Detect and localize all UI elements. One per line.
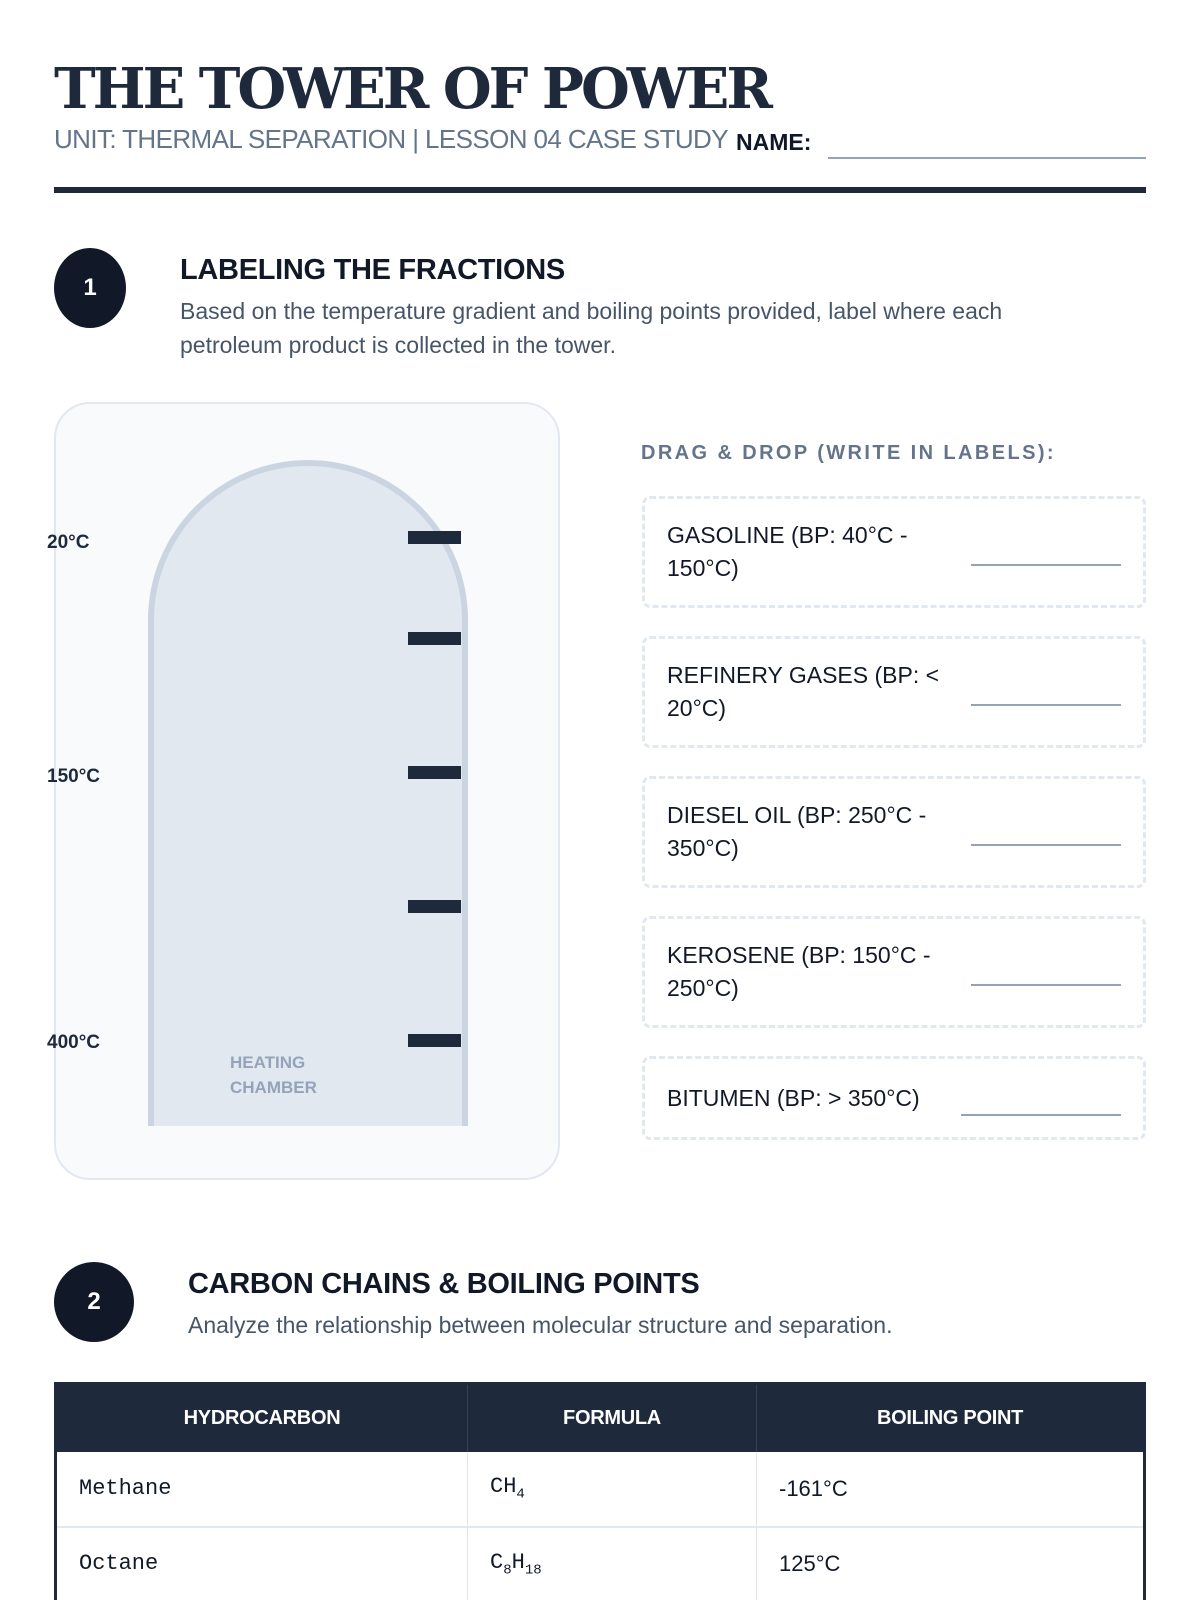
heating-chamber-label: HEATING CHAMBER: [230, 1053, 317, 1097]
name-input-line[interactable]: [828, 157, 1146, 159]
label-card-diesel-oil[interactable]: DIESEL OIL (BP: 250°C - 350°C): [642, 776, 1146, 888]
answer-line[interactable]: [961, 1114, 1121, 1116]
hydrocarbon-table: HYDROCARBON FORMULA BOILING POINT Methan…: [54, 1382, 1146, 1600]
hydrocarbon-name: Methane: [55, 1451, 468, 1528]
section-description: Based on the temperature gradient and bo…: [180, 298, 1003, 358]
tray-marker: [408, 531, 461, 544]
column-header: HYDROCARBON: [55, 1383, 468, 1452]
label-text: REFINERY GASES (BP: < 20°C): [667, 662, 940, 721]
name-label: NAME:: [736, 129, 812, 155]
column-header: FORMULA: [467, 1383, 757, 1452]
label-card-bitumen[interactable]: BITUMEN (BP: > 350°C): [642, 1056, 1146, 1140]
section-number-badge: 1: [54, 248, 126, 328]
formula-element: C: [490, 1474, 504, 1500]
formula-element: C: [490, 1549, 504, 1575]
formula-element: H: [503, 1474, 517, 1500]
section-heading: LABELING THE FRACTIONS: [180, 254, 565, 286]
distillation-tower: [148, 460, 468, 1126]
formula-subscript: 18: [524, 1561, 542, 1578]
answer-line[interactable]: [971, 704, 1121, 706]
tray-marker: [408, 632, 461, 645]
label-text: DIESEL OIL (BP: 250°C - 350°C): [667, 802, 927, 861]
temp-label: 20°C: [47, 532, 90, 553]
header-divider: [54, 187, 1146, 193]
tray-marker: [408, 766, 461, 779]
formula-subscript: 4: [516, 1486, 525, 1503]
section-number-badge: 2: [54, 1262, 134, 1342]
answer-line[interactable]: [971, 984, 1121, 986]
label-text: BITUMEN (BP: > 350°C): [667, 1084, 920, 1111]
tray-marker: [408, 900, 461, 913]
formula-element: H: [511, 1549, 525, 1575]
section-description: Analyze the relationship between molecul…: [188, 1312, 893, 1338]
column-header: BOILING POINT: [756, 1383, 1145, 1452]
label-card-refinery-gases[interactable]: REFINERY GASES (BP: < 20°C): [642, 636, 1146, 748]
label-text: KEROSENE (BP: 150°C - 250°C): [667, 942, 931, 1001]
label-card-gasoline[interactable]: GASOLINE (BP: 40°C - 150°C): [642, 496, 1146, 608]
page-title: THE TOWER OF POWER: [54, 56, 773, 122]
temp-label: 150°C: [47, 766, 101, 787]
answer-line[interactable]: [971, 844, 1121, 846]
page-subtitle: UNIT: THERMAL SEPARATION | LESSON 04 CAS…: [54, 124, 729, 154]
section-heading: CARBON CHAINS & BOILING POINTS: [188, 1268, 700, 1300]
boiling-point: -161°C: [756, 1451, 1145, 1528]
formula: C8H18: [467, 1526, 757, 1600]
table-header-row: HYDROCARBON FORMULA BOILING POINT: [55, 1383, 1145, 1452]
label-text: GASOLINE (BP: 40°C - 150°C): [667, 522, 908, 581]
tray-marker: [408, 1034, 461, 1047]
hydrocarbon-name: Octane: [55, 1526, 468, 1600]
temp-label: 400°C: [47, 1032, 101, 1053]
table-row: Methane CH4 -161°C: [55, 1451, 1145, 1528]
formula: CH4: [467, 1451, 757, 1528]
drag-drop-heading: DRAG & DROP (WRITE IN LABELS):: [641, 442, 1056, 464]
table-row: Octane C8H18 125°C: [55, 1526, 1145, 1600]
label-card-kerosene[interactable]: KEROSENE (BP: 150°C - 250°C): [642, 916, 1146, 1028]
formula-subscript: 8: [503, 1561, 512, 1578]
answer-line[interactable]: [971, 564, 1121, 566]
boiling-point: 125°C: [756, 1526, 1145, 1600]
